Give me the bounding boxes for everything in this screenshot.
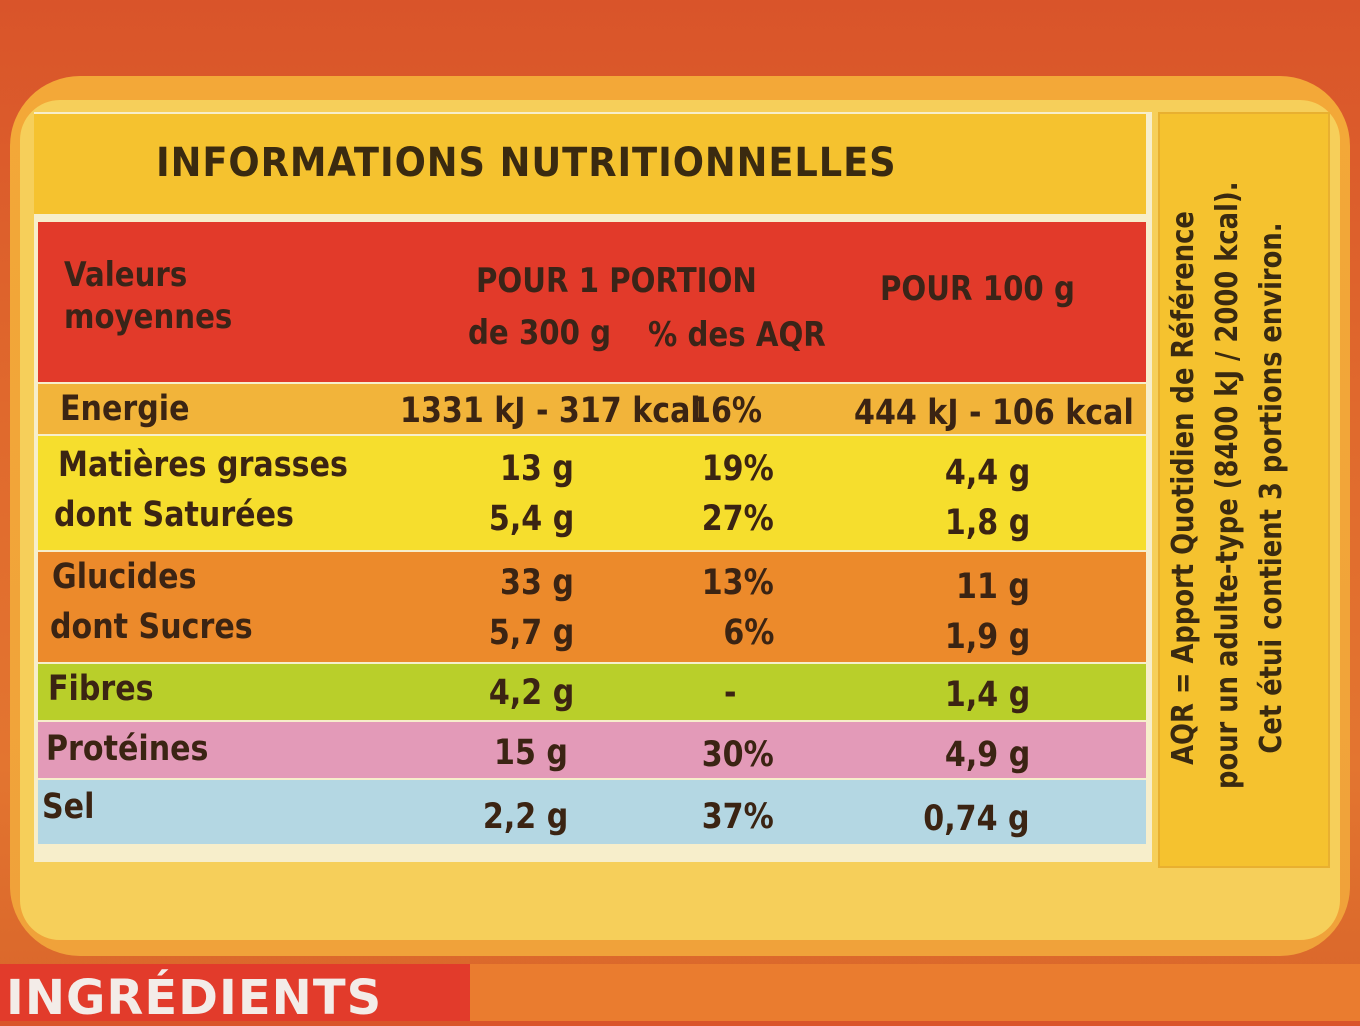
row-aqr-value: 19% <box>701 449 774 489</box>
title-bar <box>34 114 1146 214</box>
table-row-carbs: Glucides 33 g 13% 11 g dont Sucres 5,7 g… <box>38 552 1146 662</box>
row-label-sub: dont Sucres <box>50 607 253 647</box>
row-aqr-value: 30% <box>701 735 774 775</box>
ingredients-strip <box>470 964 1360 1021</box>
row-label: Fibres <box>48 669 154 709</box>
row-per100-value: 444 kJ - 106 kcal <box>854 393 1134 433</box>
header-aqr-label: % des AQR <box>648 315 826 355</box>
row-label: Sel <box>42 787 95 827</box>
aqr-note-line1: AQR = Apport Quotidien de Référence <box>1166 211 1201 765</box>
nutrition-title: INFORMATIONS NUTRITIONNELLES <box>156 140 897 186</box>
row-portion-value: 1331 kJ - 317 kcal <box>400 391 701 431</box>
header-portion-size: de 300 g <box>468 313 612 353</box>
row-aqr-value: - <box>724 673 737 713</box>
row-label: Energie <box>60 389 190 429</box>
header-label-line2: moyennes <box>64 297 233 337</box>
row-label: Glucides <box>52 557 197 597</box>
row-portion-value-sub: 5,7 g <box>488 613 574 653</box>
row-portion-value-sub: 5,4 g <box>488 499 574 539</box>
table-header-row: Valeurs moyennes POUR 1 PORTION de 300 g… <box>38 222 1146 382</box>
table-row-salt: Sel 2,2 g 37% 0,74 g <box>38 780 1146 844</box>
row-label: Protéines <box>46 729 209 769</box>
aqr-side-box <box>1158 112 1330 868</box>
row-per100-value-sub: 1,8 g <box>944 503 1030 543</box>
row-aqr-value: 37% <box>701 797 774 837</box>
row-label: Matières grasses <box>58 445 348 485</box>
row-per100-value: 4,9 g <box>944 735 1030 775</box>
row-aqr-value-sub: 27% <box>701 499 774 539</box>
header-label-line1: Valeurs <box>64 255 188 295</box>
aqr-note-line2: pour un adulte-type (8400 kJ / 2000 kcal… <box>1210 181 1245 789</box>
row-per100-value-sub: 1,9 g <box>944 617 1030 657</box>
row-per100-value: 0,74 g <box>923 799 1030 839</box>
header-per100-label: POUR 100 g <box>880 269 1075 309</box>
row-per100-value: 11 g <box>956 567 1030 607</box>
row-aqr-value: 13% <box>701 563 774 603</box>
row-aqr-value-sub: 6% <box>722 613 774 653</box>
row-portion-value: 15 g <box>494 733 568 773</box>
table-row-fibres: Fibres 4,2 g - 1,4 g <box>38 664 1146 720</box>
header-portion-label: POUR 1 PORTION <box>476 261 757 301</box>
row-portion-value: 4,2 g <box>488 673 574 713</box>
row-per100-value: 4,4 g <box>944 453 1030 493</box>
row-per100-value: 1,4 g <box>944 675 1030 715</box>
row-portion-value: 33 g <box>500 563 574 603</box>
aqr-side-note: AQR = Apport Quotidien de Référence pour… <box>1162 138 1322 838</box>
table-row-proteins: Protéines 15 g 30% 4,9 g <box>38 722 1146 778</box>
table-row-energie: Energie 1331 kJ - 317 kcal 16% 444 kJ - … <box>38 384 1146 434</box>
table-row-fats: Matières grasses 13 g 19% 4,4 g dont Sat… <box>38 436 1146 550</box>
ingredients-banner <box>0 964 470 1021</box>
row-label-sub: dont Saturées <box>54 495 294 535</box>
row-portion-value: 2,2 g <box>482 797 568 837</box>
row-aqr-value: 16% <box>690 391 763 431</box>
row-portion-value: 13 g <box>500 449 574 489</box>
ingredients-heading: INGRÉDIENTS <box>6 970 383 1026</box>
aqr-note-line3: Cet étui contient 3 portions environ. <box>1254 222 1289 754</box>
